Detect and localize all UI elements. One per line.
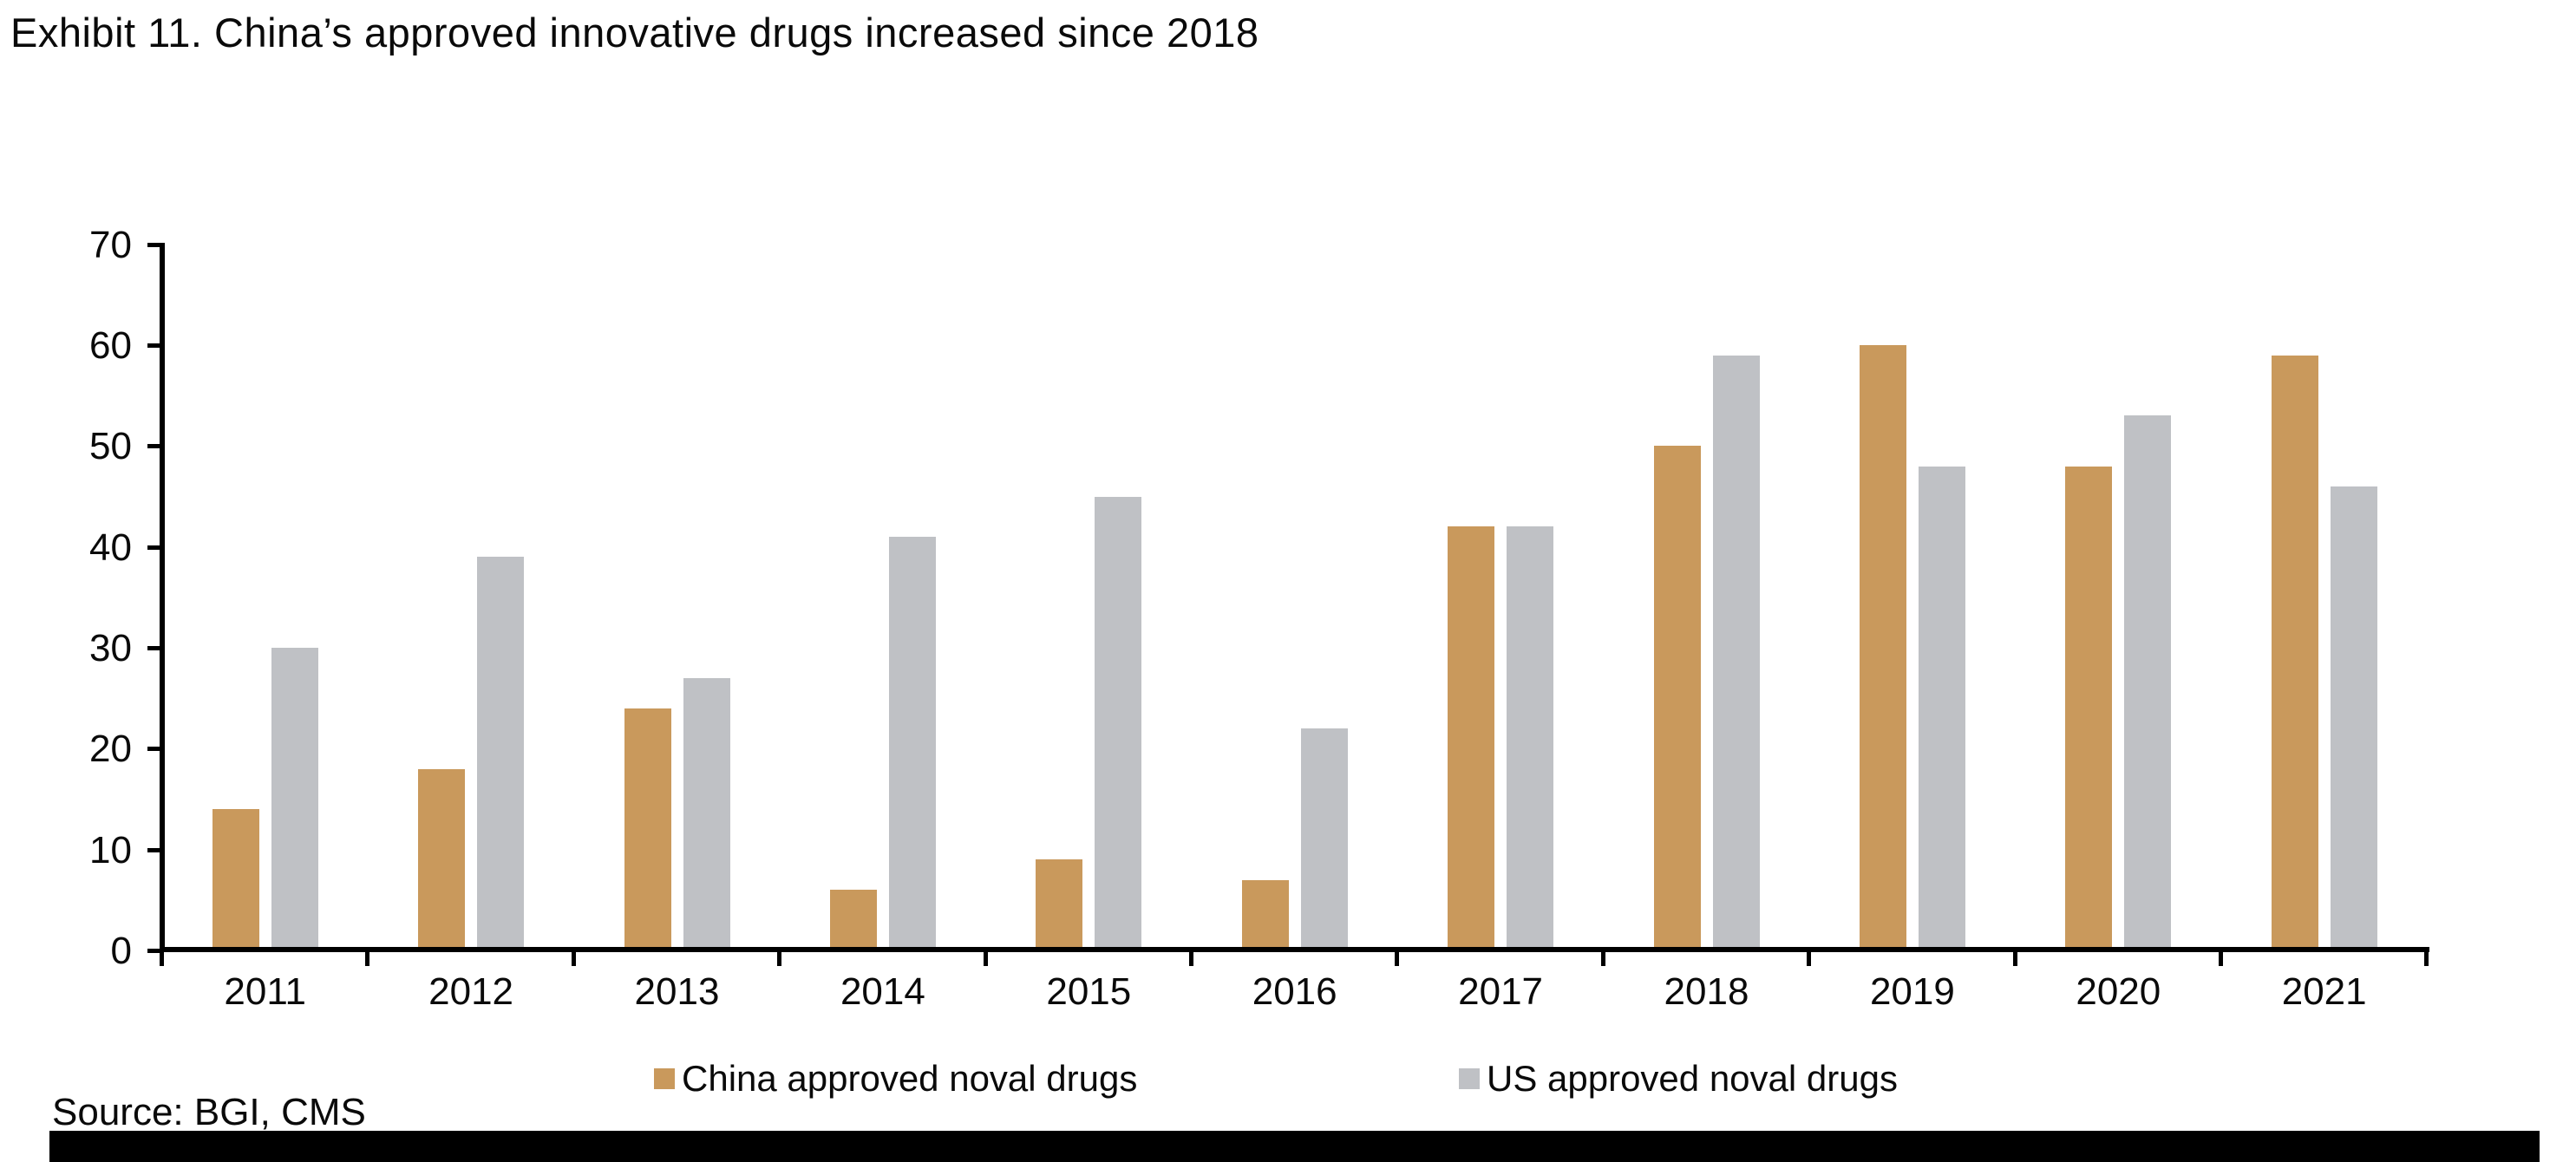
x-axis-label: 2018 xyxy=(1664,970,1749,1013)
y-axis-label: 50 xyxy=(89,425,132,468)
x-axis-tick xyxy=(1600,952,1605,966)
y-axis-tick xyxy=(147,545,160,550)
bar-us-2021 xyxy=(2330,486,2377,951)
y-axis-tick xyxy=(147,242,160,247)
bar-us-2012 xyxy=(477,557,525,951)
legend-item-china: China approved noval drugs xyxy=(654,1060,1137,1098)
bar-china-2020 xyxy=(2065,466,2113,951)
bar-china-2016 xyxy=(1241,879,1289,951)
x-axis-label: 2019 xyxy=(1869,970,1955,1013)
bar-us-2015 xyxy=(1095,496,1142,951)
bar-us-2016 xyxy=(1300,728,1348,951)
x-axis-line xyxy=(160,947,2430,952)
x-axis-tick xyxy=(160,952,164,966)
y-axis-label: 40 xyxy=(89,526,132,569)
x-axis-label: 2011 xyxy=(224,970,306,1013)
y-axis-label: 10 xyxy=(89,828,132,872)
bar-us-2017 xyxy=(1507,526,1554,951)
bar-china-2013 xyxy=(624,708,671,951)
bar-china-2015 xyxy=(1036,859,1083,951)
legend-label-china: China approved noval drugs xyxy=(682,1058,1138,1099)
legend-label-us: US approved noval drugs xyxy=(1487,1058,1898,1099)
x-axis-label: 2017 xyxy=(1458,970,1544,1013)
bar-us-2013 xyxy=(683,677,730,951)
bar-us-2014 xyxy=(888,537,936,951)
y-axis-tick xyxy=(147,847,160,852)
x-axis-tick xyxy=(2012,952,2017,966)
y-axis-tick xyxy=(147,343,160,349)
x-axis-tick xyxy=(571,952,576,966)
chart-title: Exhibit 11. China’s approved innovative … xyxy=(10,10,1259,55)
x-axis-label: 2016 xyxy=(1252,970,1337,1013)
x-axis-tick xyxy=(1189,952,1193,966)
x-axis-label: 2013 xyxy=(634,970,720,1013)
bar-us-2020 xyxy=(2124,415,2172,951)
bar-china-2018 xyxy=(1653,446,1701,951)
x-axis-tick xyxy=(365,952,370,966)
y-axis-label: 0 xyxy=(110,930,132,972)
bar-us-2018 xyxy=(1712,355,1760,951)
bar-us-2011 xyxy=(271,648,318,951)
source-note: Source: BGI, CMS xyxy=(52,1091,366,1133)
legend-swatch-china-icon xyxy=(654,1068,675,1089)
x-axis-label: 2014 xyxy=(840,970,925,1013)
y-axis-line xyxy=(160,243,165,952)
x-axis-label: 2012 xyxy=(428,970,514,1013)
redaction-bar xyxy=(49,1131,2540,1162)
y-axis-tick xyxy=(147,747,160,752)
bar-china-2011 xyxy=(212,809,259,951)
x-axis-tick xyxy=(2424,952,2429,966)
x-axis-label: 2021 xyxy=(2281,970,2367,1013)
y-axis-tick xyxy=(147,949,160,953)
x-axis-tick xyxy=(983,952,988,966)
x-axis-tick xyxy=(2219,952,2223,966)
y-axis-label: 60 xyxy=(89,324,132,368)
bar-china-2012 xyxy=(418,768,466,951)
legend-item-us: US approved noval drugs xyxy=(1459,1060,1898,1098)
bar-china-2014 xyxy=(829,890,877,951)
bar-china-2019 xyxy=(1859,345,1906,951)
y-axis-label: 70 xyxy=(89,223,132,266)
y-axis-tick xyxy=(147,646,160,650)
y-axis-tick xyxy=(147,444,160,449)
bar-us-2019 xyxy=(1918,466,1965,951)
bar-china-2017 xyxy=(1448,526,1495,951)
x-axis-tick xyxy=(777,952,782,966)
legend-swatch-us-icon xyxy=(1459,1068,1480,1089)
x-axis-label: 2015 xyxy=(1046,970,1132,1013)
y-axis-label: 30 xyxy=(89,627,132,669)
x-axis-tick xyxy=(1395,952,1400,966)
y-axis-label: 20 xyxy=(89,728,132,771)
x-axis-label: 2020 xyxy=(2076,970,2161,1013)
bar-china-2021 xyxy=(2271,355,2318,951)
x-axis-tick xyxy=(1807,952,1812,966)
